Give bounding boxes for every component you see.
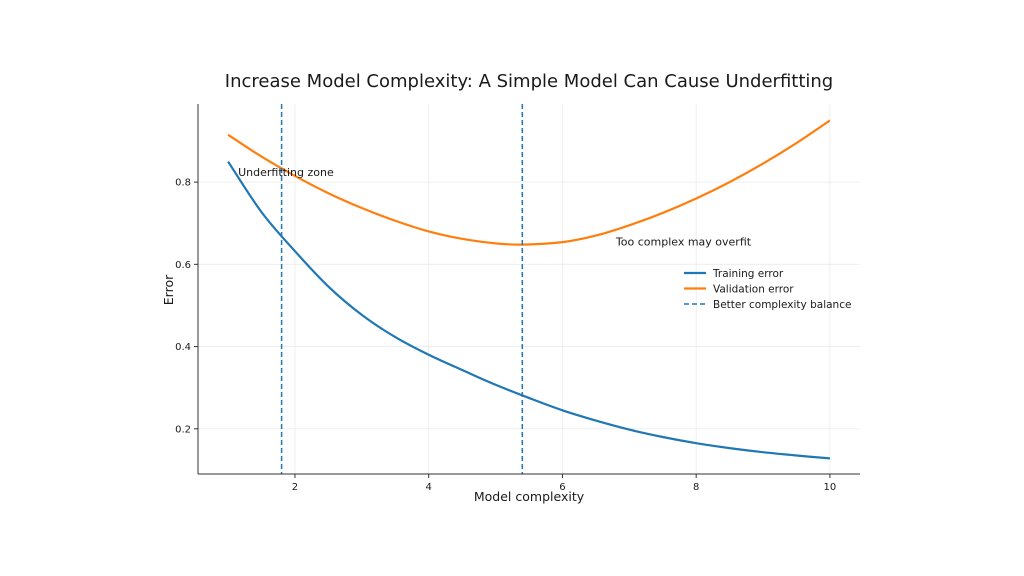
y-axis-label: Error [161,274,176,305]
legend: Training error Validation error Better com… [684,268,851,311]
x-tick-label: 8 [693,482,699,493]
gridlines [198,104,860,474]
annotations: Underfitting zone Too complex may overfit [238,166,752,249]
legend-label: Validation error [713,284,794,296]
x-axis-label: Model complexity [474,489,585,504]
validation-error-line [227,119,831,246]
axes [194,104,860,478]
x-tick-label: 2 [292,482,298,493]
x-tick-label: 10 [824,482,837,493]
chart-title: Increase Model Complexity: A Simple Mode… [225,71,833,92]
y-tick-label: 0.6 [175,260,191,271]
x-tick-label: 6 [559,482,565,493]
legend-label: Training error [712,268,784,280]
y-tick-label: 0.2 [175,424,191,435]
training-error-line [227,160,831,460]
y-tick-label: 0.8 [175,178,191,189]
legend-label: Better complexity balance [713,299,851,311]
tick-labels: 2 4 6 8 10 0.2 0.4 0.6 0.8 [175,178,836,493]
x-tick-label: 4 [426,482,432,493]
annotation-text: Too complex may overfit [615,236,752,249]
plot-area [227,104,831,474]
y-tick-label: 0.4 [175,342,191,353]
annotation-text: Underfitting zone [238,166,334,179]
